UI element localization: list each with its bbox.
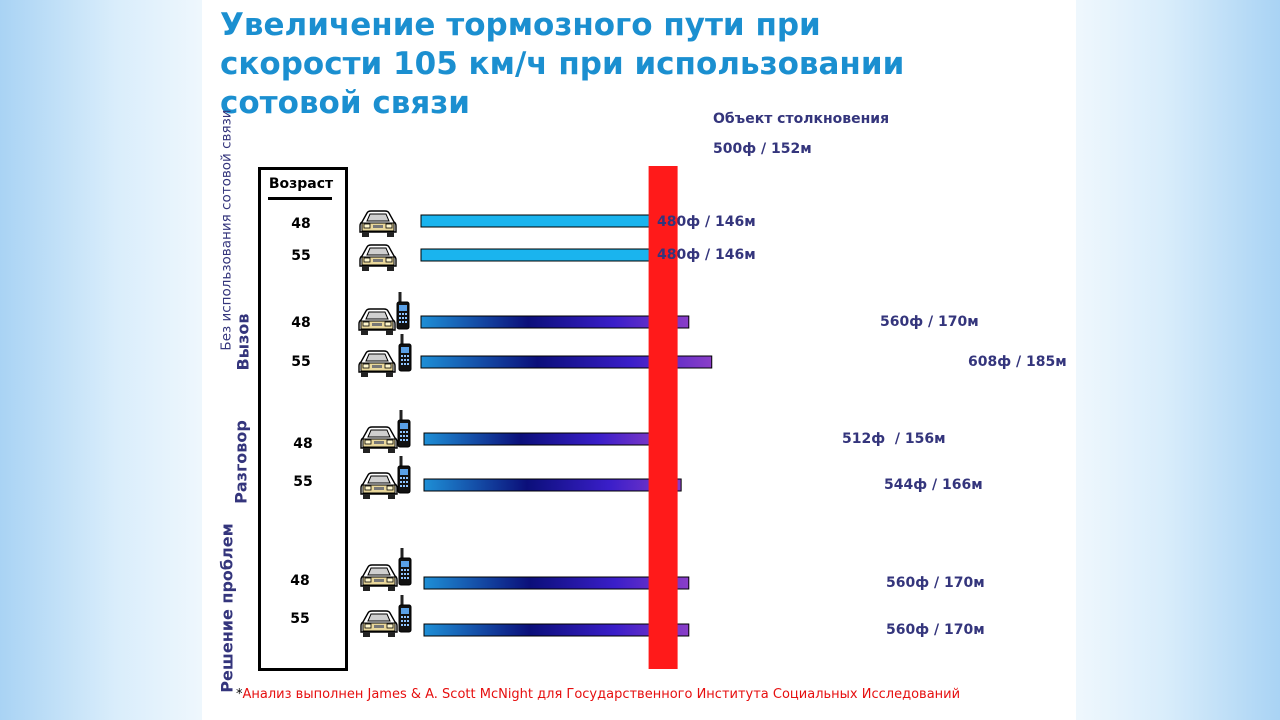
car-icon xyxy=(358,306,396,336)
bar-value-label: 560ф / 170м xyxy=(880,314,979,330)
cell-phone-icon xyxy=(398,548,412,586)
bar-value-label: 480ф / 146м xyxy=(657,214,756,230)
age-value: 55 xyxy=(291,248,311,264)
car-icon xyxy=(358,348,396,378)
distance-bar xyxy=(420,248,652,262)
age-header-underline xyxy=(268,197,332,200)
distance-bar xyxy=(423,623,690,637)
collision-object-band xyxy=(648,166,678,669)
cell-phone-icon xyxy=(398,595,412,633)
footnote-text: Анализ выполнен James & A. Scott McNight… xyxy=(242,687,961,702)
footnote: *Анализ выполнен James & A. Scott McNigh… xyxy=(236,687,960,702)
car-icon xyxy=(360,424,398,454)
age-value: 55 xyxy=(291,354,311,370)
slide-title: Увеличение тормозного пути при скорости … xyxy=(220,7,905,121)
age-value: 48 xyxy=(293,436,313,452)
cell-phone-icon xyxy=(396,292,410,330)
bar-value-label: 608ф / 185м xyxy=(968,354,1067,370)
distance-bar xyxy=(423,432,667,446)
bar-value-label: 560ф / 170м xyxy=(886,575,985,591)
car-icon xyxy=(360,562,398,592)
age-value: 48 xyxy=(291,216,311,232)
collision-distance-label: 500ф / 152м xyxy=(713,141,812,157)
car-icon xyxy=(360,608,398,638)
cell-phone-icon xyxy=(397,456,411,494)
distance-bar xyxy=(420,355,713,369)
distance-bar xyxy=(420,315,690,329)
bar-value-label: 480ф / 146м xyxy=(657,247,756,263)
distance-bar xyxy=(423,576,690,590)
bar-value-label: 560ф / 170м xyxy=(886,622,985,638)
collision-object-label: Объект столкновения xyxy=(713,111,890,127)
footnote-asterisk: * xyxy=(236,687,243,702)
age-value: 48 xyxy=(291,315,311,331)
car-icon xyxy=(359,208,397,238)
cell-phone-icon xyxy=(397,410,411,448)
age-column-box xyxy=(258,167,348,671)
age-value: 55 xyxy=(293,474,313,490)
age-column-header: Возраст xyxy=(268,176,334,192)
bar-value-label: 544ф / 166м xyxy=(884,477,983,493)
car-icon xyxy=(359,242,397,272)
distance-bar xyxy=(420,214,652,228)
bar-value-label: 512ф / 156м xyxy=(842,431,946,447)
age-value: 48 xyxy=(290,573,310,589)
distance-bar xyxy=(423,478,682,492)
cell-phone-icon xyxy=(398,334,412,372)
car-icon xyxy=(360,470,398,500)
age-value: 55 xyxy=(290,611,310,627)
